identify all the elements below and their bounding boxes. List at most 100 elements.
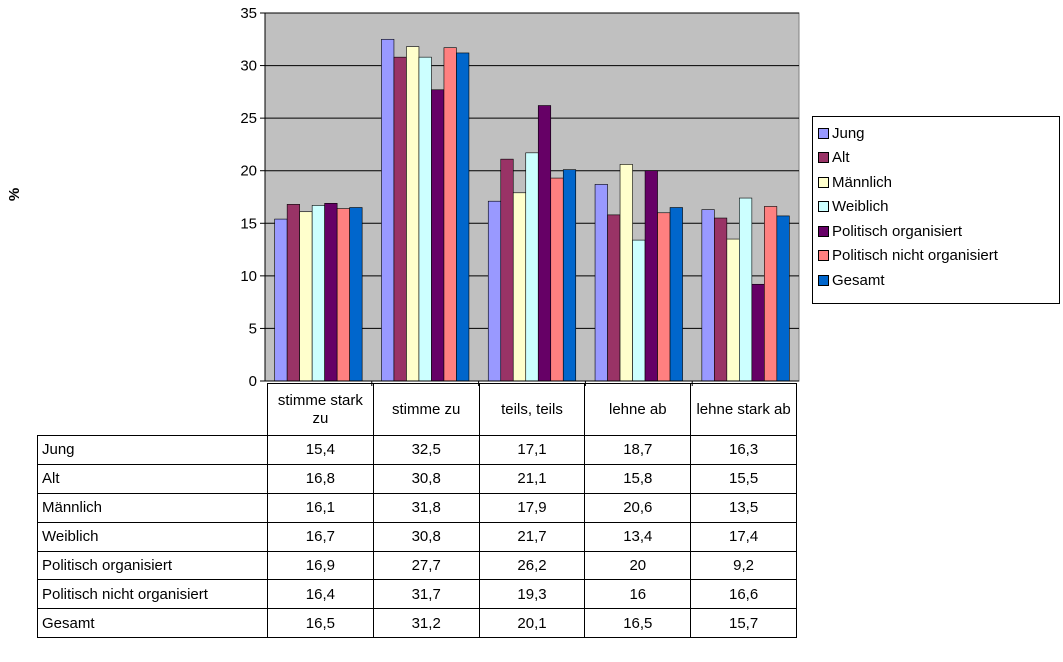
bar xyxy=(714,217,728,382)
legend-item: Weiblich xyxy=(818,195,1059,220)
y-tick-label: 0 xyxy=(249,373,257,390)
table-cell: 18,7 xyxy=(584,435,692,465)
legend-item: Politisch organisiert xyxy=(818,219,1059,244)
bar xyxy=(431,89,445,382)
table-cell: 15,7 xyxy=(690,608,797,639)
y-axis-label: % xyxy=(6,187,24,202)
legend-label: Männlich xyxy=(832,173,893,191)
bar xyxy=(644,170,658,382)
legend-item: Politisch nicht organisiert xyxy=(818,244,1059,269)
bar xyxy=(381,38,395,382)
bar xyxy=(751,283,765,382)
table-cell: 17,4 xyxy=(690,521,797,552)
bar xyxy=(607,214,621,382)
legend-item: Gesamt xyxy=(818,268,1059,293)
table-row: Alt 16,8 30,8 21,1 15,8 15,5 xyxy=(37,463,797,494)
legend-item: Jung xyxy=(818,121,1059,146)
table-row: Politisch organisiert 16,9 27,7 26,2 20 9,2 xyxy=(37,550,797,581)
bar xyxy=(669,207,683,382)
table-cell: 16,5 xyxy=(267,608,374,639)
legend-label: Politisch organisiert xyxy=(832,222,963,240)
table-corner xyxy=(38,384,268,436)
bar xyxy=(550,177,564,382)
bar xyxy=(349,207,363,382)
table-cell: 16,4 xyxy=(267,579,374,610)
bar xyxy=(537,105,552,382)
table-row: Gesamt 16,5 31,2 20,1 16,5 15,7 xyxy=(37,608,797,639)
table-row-label: Gesamt xyxy=(37,608,268,639)
table-row-label: Jung xyxy=(37,435,268,465)
bar xyxy=(739,197,753,382)
table-cell: 16,7 xyxy=(267,521,374,552)
table-cell: 16,6 xyxy=(690,579,797,610)
legend-label: Gesamt xyxy=(832,271,885,289)
bar xyxy=(764,206,778,382)
table-cell: 20,6 xyxy=(584,492,692,523)
legend-swatch xyxy=(818,176,829,188)
bar xyxy=(594,184,608,382)
legend-swatch xyxy=(818,127,829,139)
table-cell: 16,1 xyxy=(267,492,374,523)
bar xyxy=(500,158,514,382)
table-row-label: Politisch nicht organisiert xyxy=(37,579,268,610)
legend-swatch xyxy=(818,274,829,286)
bar xyxy=(406,46,420,382)
legend-swatch xyxy=(818,250,829,262)
table-cell: 31,7 xyxy=(372,579,480,610)
y-tick-label: 30 xyxy=(240,58,257,75)
legend-label: Weiblich xyxy=(832,198,889,216)
category-label: lehne stark ab xyxy=(690,383,797,436)
table-cell: 21,1 xyxy=(478,463,586,494)
table-row-label: Alt xyxy=(37,463,268,494)
table-cell: 17,9 xyxy=(478,492,586,523)
table-cell: 15,8 xyxy=(584,463,692,494)
table-cell: 13,4 xyxy=(584,521,692,552)
y-tick-label: 10 xyxy=(240,268,257,285)
legend-swatch xyxy=(818,152,829,164)
table-cell: 16,9 xyxy=(267,550,374,581)
table-cell: 27,7 xyxy=(372,550,480,581)
table-cell: 26,2 xyxy=(478,550,586,581)
bars xyxy=(274,38,790,386)
table-cell: 30,8 xyxy=(372,521,480,552)
y-tick-label: 20 xyxy=(240,163,257,180)
y-tick-label: 15 xyxy=(240,215,257,232)
legend-swatch xyxy=(818,225,829,237)
table-cell: 31,8 xyxy=(372,492,480,523)
legend-swatch xyxy=(818,201,829,213)
bar xyxy=(487,200,502,382)
bar xyxy=(299,211,313,382)
bar xyxy=(393,56,407,382)
table-cell: 16 xyxy=(584,579,692,610)
category-label: stimme zu xyxy=(372,383,480,436)
y-tick-label: 25 xyxy=(240,110,257,127)
bar xyxy=(443,47,457,382)
bar xyxy=(657,212,671,382)
table-cell: 32,5 xyxy=(372,435,480,465)
bar xyxy=(701,209,715,382)
bar xyxy=(286,204,300,382)
table-cell: 19,3 xyxy=(478,579,586,610)
bar xyxy=(311,205,325,382)
category-label: lehne ab xyxy=(584,383,692,436)
bar xyxy=(726,238,740,382)
category-label: stimme stark zu xyxy=(267,383,374,436)
table-cell: 16,5 xyxy=(584,608,692,639)
bar xyxy=(619,164,633,382)
table-cell: 16,8 xyxy=(267,463,374,494)
table-cell: 21,7 xyxy=(478,521,586,552)
table-cell: 13,5 xyxy=(690,492,797,523)
bar xyxy=(512,192,527,382)
table-cell: 31,2 xyxy=(372,608,480,639)
bar xyxy=(324,203,338,382)
table-row: Politisch nicht organisiert 16,4 31,7 19,3 1… xyxy=(37,579,797,610)
table-cell: 20 xyxy=(584,550,692,581)
table-cell: 30,8 xyxy=(372,463,480,494)
table-row-label: Weiblich xyxy=(37,521,268,552)
legend-label: Alt xyxy=(832,149,850,167)
bar xyxy=(562,169,577,382)
bar xyxy=(418,56,432,382)
legend-label: Jung xyxy=(832,124,865,142)
y-tick-label: 5 xyxy=(249,320,257,337)
